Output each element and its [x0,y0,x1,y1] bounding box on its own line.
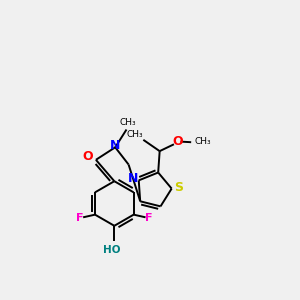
Text: CH₃: CH₃ [120,118,136,127]
Text: CH₃: CH₃ [195,137,212,146]
Text: HO: HO [103,244,120,255]
Text: N: N [110,139,120,152]
Text: F: F [145,213,153,223]
Text: O: O [172,135,183,148]
Text: CH₃: CH₃ [127,130,143,139]
Text: F: F [76,213,83,223]
Text: S: S [174,182,183,194]
Text: O: O [82,150,93,163]
Text: N: N [128,172,139,185]
